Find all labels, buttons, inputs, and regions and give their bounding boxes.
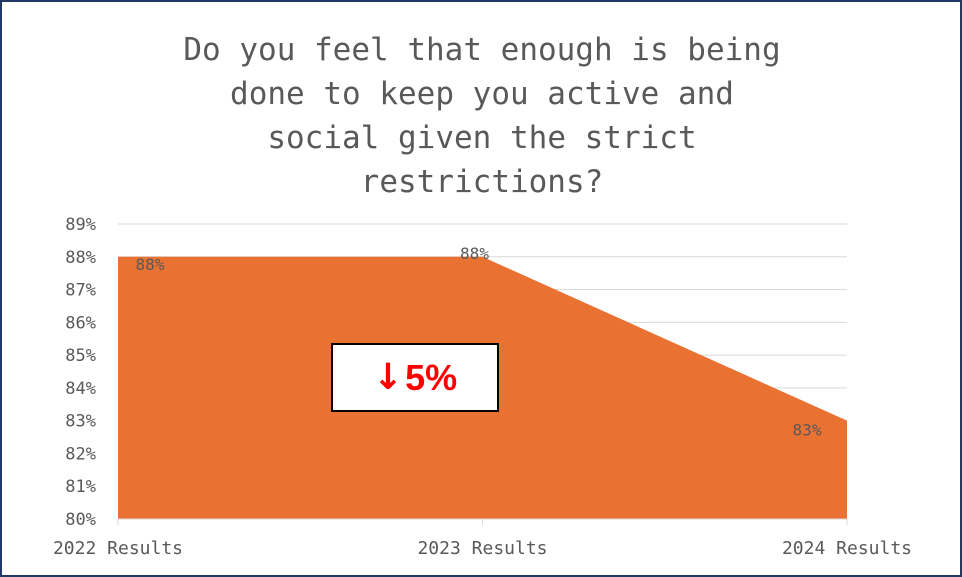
y-tick-label: 81% [65, 477, 96, 497]
x-tick-label: 2022 Results [53, 538, 183, 559]
y-tick-label: 80% [65, 510, 96, 530]
y-tick-label: 86% [65, 313, 96, 333]
labels: 80% 81% 82% 83% 84% 85% 86% 87% 88% 89% 2022 Resul… [53, 215, 912, 559]
chart-title: Do you feel that enough is being done to… [183, 32, 781, 200]
data-label: 88% [136, 255, 165, 274]
y-tick-label: 87% [65, 281, 96, 301]
change-value: 5% [405, 356, 458, 398]
y-tick-label: 82% [65, 444, 96, 464]
x-tick-label: 2023 Results [417, 538, 547, 559]
y-tick-label: 85% [65, 346, 96, 366]
y-tick-label: 89% [65, 215, 96, 235]
y-tick-label: 83% [65, 412, 96, 432]
down-arrow-icon: ↓ [372, 357, 404, 398]
y-tick-label: 84% [65, 379, 96, 399]
data-label: 83% [793, 421, 822, 440]
x-tick-label: 2024 Results [782, 538, 912, 559]
axes [117, 518, 848, 525]
data-label: 88% [460, 244, 489, 263]
change-callout: ↓ 5% [331, 343, 499, 412]
y-tick-label: 88% [65, 248, 96, 268]
